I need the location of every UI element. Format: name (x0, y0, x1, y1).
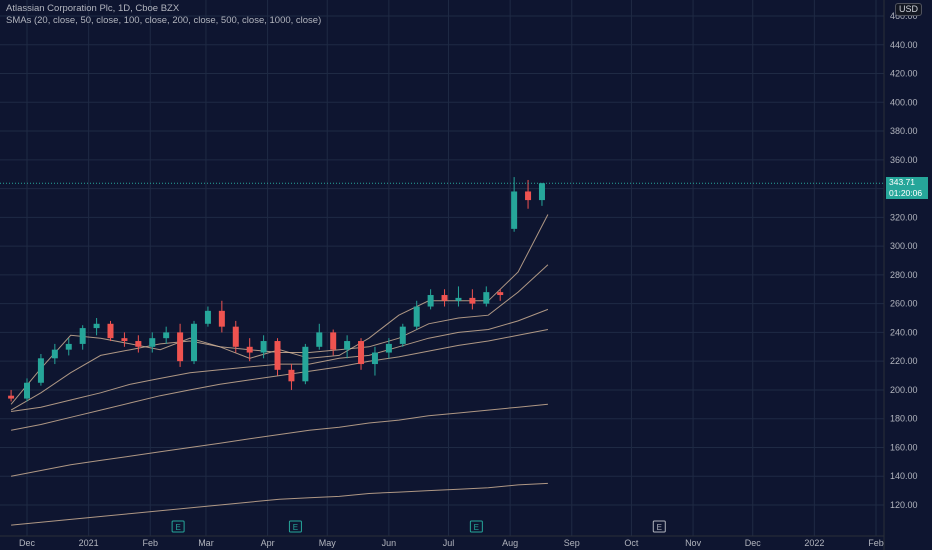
x-tick-label: Oct (624, 538, 639, 548)
candle-body[interactable] (79, 328, 86, 344)
candle-body[interactable] (107, 323, 114, 339)
currency-badge[interactable]: USD (894, 3, 922, 16)
earnings-marker[interactable] (288, 520, 302, 533)
candle-body[interactable] (371, 352, 378, 365)
y-tick-label: 360.00 (890, 155, 918, 165)
candle-body[interactable] (455, 297, 462, 301)
candle-body[interactable] (65, 343, 72, 350)
candle-body[interactable] (385, 343, 392, 353)
last-price-label: 343.71 01:20:06 (886, 177, 928, 199)
x-tick-label: Aug (502, 538, 518, 548)
candle-body[interactable] (260, 341, 267, 353)
y-tick-label: 180.00 (890, 414, 918, 424)
earnings-marker[interactable] (652, 520, 666, 533)
x-tick-label: 2022 (804, 538, 824, 548)
x-tick-label: May (319, 538, 337, 548)
y-tick-label: 320.00 (890, 212, 918, 222)
y-tick-label: 420.00 (890, 69, 918, 79)
sma-line[interactable] (11, 329, 548, 431)
candle-body[interactable] (121, 338, 128, 342)
sma-line[interactable] (11, 482, 548, 526)
candle-body[interactable] (316, 332, 323, 347)
candle-body[interactable] (358, 341, 365, 365)
candle-body[interactable] (204, 310, 211, 324)
x-tick-label: Jun (382, 538, 397, 548)
y-tick-label: 220.00 (890, 356, 918, 366)
y-tick-label: 300.00 (890, 241, 918, 251)
y-tick-label: 460.00 (890, 11, 918, 21)
x-tick-label: Dec (19, 538, 36, 548)
candle-body[interactable] (232, 326, 239, 347)
candle-body[interactable] (330, 332, 337, 350)
candle-body[interactable] (441, 295, 448, 301)
x-tick-label: Sep (564, 538, 580, 548)
y-tick-label: 260.00 (890, 299, 918, 309)
candle-body[interactable] (246, 346, 253, 353)
sma-indicator-label[interactable]: SMAs (20, close, 50, close, 100, close, … (6, 15, 322, 26)
x-tick-label: Dec (745, 538, 762, 548)
y-tick-label: 440.00 (890, 40, 918, 50)
candle-body[interactable] (427, 295, 434, 307)
candle-body[interactable] (218, 310, 225, 327)
sma-line[interactable] (11, 403, 548, 477)
earnings-marker-label: E (474, 523, 479, 532)
x-tick-label: Nov (685, 538, 702, 548)
earnings-marker-label: E (657, 523, 662, 532)
candle-body[interactable] (413, 306, 420, 327)
candle-body[interactable] (511, 191, 518, 229)
candle-body[interactable] (302, 346, 309, 382)
candle-body[interactable] (288, 369, 295, 382)
candle-body[interactable] (149, 338, 156, 347)
candle-body[interactable] (51, 349, 58, 359)
y-tick-label: 240.00 (890, 327, 918, 337)
candle-body[interactable] (344, 341, 351, 350)
candle-body[interactable] (8, 395, 15, 399)
candle-body[interactable] (469, 297, 476, 304)
candle-body[interactable] (191, 323, 198, 362)
earnings-marker[interactable] (469, 520, 483, 533)
candle-body[interactable] (538, 183, 545, 201)
last-price-value: 343.71 (889, 177, 915, 187)
chart-legend: Atlassian Corporation Plc, 1D, Cboe BZX … (6, 3, 321, 27)
y-tick-label: 400.00 (890, 97, 918, 107)
candle-body[interactable] (135, 341, 142, 347)
candle-body[interactable] (163, 332, 170, 339)
symbol-title[interactable]: Atlassian Corporation Plc, 1D, Cboe BZX (6, 3, 180, 14)
candle-body[interactable] (93, 323, 100, 329)
y-tick-label: 280.00 (890, 270, 918, 280)
y-tick-label: 380.00 (890, 126, 918, 136)
earnings-marker[interactable] (171, 520, 185, 533)
x-tick-label: Mar (198, 538, 214, 548)
candle-body[interactable] (274, 341, 281, 370)
earnings-marker-label: E (175, 523, 180, 532)
y-tick-label: 140.00 (890, 471, 918, 481)
earnings-marker-label: E (293, 523, 298, 532)
y-tick-label: 200.00 (890, 385, 918, 395)
candle-body[interactable] (497, 292, 504, 296)
x-tick-label: Jul (443, 538, 455, 548)
bar-countdown: 01:20:06 (889, 187, 923, 198)
candle-body[interactable] (177, 332, 184, 362)
x-tick-label: 2021 (79, 538, 99, 548)
y-tick-label: 160.00 (890, 442, 918, 452)
candle-body[interactable] (399, 326, 406, 344)
candle-body[interactable] (24, 382, 30, 399)
candle-body[interactable] (483, 292, 490, 304)
x-tick-label: Feb (868, 538, 884, 548)
y-tick-label: 120.00 (890, 500, 918, 510)
x-tick-label: Feb (143, 538, 159, 548)
x-tick-label: Apr (261, 538, 275, 548)
candle-body[interactable] (37, 358, 44, 383)
candle-body[interactable] (525, 191, 532, 201)
